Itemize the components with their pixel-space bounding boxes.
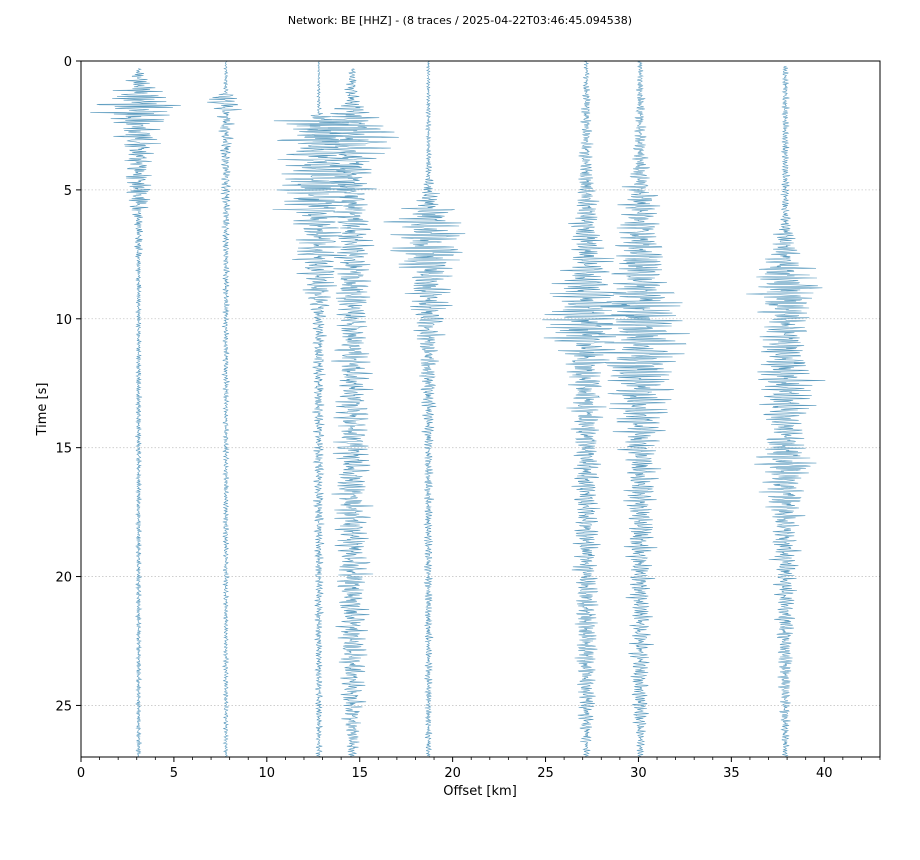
- x-tick-label: 40: [816, 766, 833, 781]
- trace-27.2: [542, 60, 635, 758]
- trace-37.9: [746, 65, 826, 758]
- x-tick-label: 5: [170, 766, 178, 781]
- axis-ticks: 0 5 10 15 20 25 30 35 40 0 5 10 15 20 25: [55, 55, 881, 781]
- y-tick-label: 20: [55, 571, 72, 586]
- trace-14.6: [307, 68, 399, 758]
- traces: [90, 60, 826, 758]
- x-tick-label: 15: [351, 766, 368, 781]
- grid-lines: [81, 189, 880, 706]
- x-tick-label: 10: [259, 766, 276, 781]
- x-tick-label: 35: [723, 766, 740, 781]
- y-tick-label: 10: [55, 313, 72, 328]
- x-axis-label: Offset [km]: [443, 784, 517, 799]
- trace-7.8: [207, 60, 242, 758]
- trace-18.7: [383, 60, 466, 758]
- trace-3.1: [90, 68, 181, 758]
- x-tick-label: 0: [77, 766, 85, 781]
- x-tick-label: 30: [630, 766, 647, 781]
- y-axis-label: Time [s]: [35, 383, 50, 437]
- x-tick-label: 25: [537, 766, 554, 781]
- y-tick-label: 15: [55, 442, 72, 457]
- y-tick-label: 5: [64, 184, 72, 199]
- plot-frame: [80, 60, 881, 758]
- y-tick-label: 25: [55, 699, 72, 714]
- chart-title: Network: BE [HHZ] - (8 traces / 2025-04-…: [288, 14, 632, 27]
- trace-12.8: [272, 60, 366, 758]
- trace-30.1: [579, 60, 690, 758]
- y-tick-label: 0: [64, 55, 72, 70]
- x-tick-label: 20: [444, 766, 461, 781]
